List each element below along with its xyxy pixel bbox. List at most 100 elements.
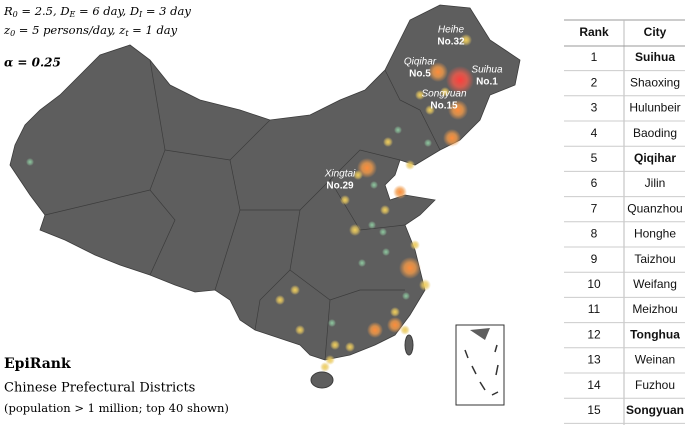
map-city-label: Suihua xyxy=(471,65,503,76)
map-rank-label: No.5 xyxy=(409,69,431,80)
table-header: Rank xyxy=(579,25,609,39)
taiwan xyxy=(404,334,414,356)
china-map xyxy=(9,4,521,361)
city-cell: Songyuan xyxy=(626,403,684,417)
rank-cell: 13 xyxy=(587,353,601,367)
city-cell: Fuzhou xyxy=(635,378,675,392)
map-rank-label: No.32 xyxy=(437,37,465,48)
hotspot xyxy=(345,342,355,352)
hotspot xyxy=(320,362,330,372)
rank-cell: 4 xyxy=(591,126,598,140)
hotspot xyxy=(325,355,335,365)
hotspot xyxy=(368,221,376,229)
hotspot xyxy=(383,137,393,147)
hotspot xyxy=(399,257,421,279)
parameter-symbol: D xyxy=(129,4,139,18)
hotspot xyxy=(340,195,350,205)
table-header: City xyxy=(644,25,667,39)
hotspot xyxy=(425,105,435,115)
hotspot xyxy=(415,90,425,100)
hotspot xyxy=(290,285,300,295)
hotspot xyxy=(402,292,410,300)
hotspot xyxy=(370,181,378,189)
hotspot xyxy=(349,224,361,236)
city-cell: Suihua xyxy=(635,50,675,64)
hotspot xyxy=(379,228,387,236)
city-cell: Qiqihar xyxy=(634,151,676,165)
hainan xyxy=(310,371,334,389)
hotspot xyxy=(330,340,340,350)
map-rank-label: No.12 xyxy=(458,157,486,168)
hotspot xyxy=(295,325,305,335)
parameter-line: R0 = 2.5, DE = 6 day, DI = 3 day xyxy=(3,4,191,19)
hotspot xyxy=(380,205,390,215)
parameter-line: z0 = 5 persons/day, zt = 1 day xyxy=(3,23,178,38)
parameter-value: = 6 day, xyxy=(75,4,129,18)
city-cell: Hulunbeir xyxy=(629,101,680,115)
hotspot xyxy=(26,158,34,166)
province-borders xyxy=(44,59,441,361)
rank-table: Rank City 1 Suihua 2 Shaoxing 3 Hulunbeir 4 Baodi… xyxy=(564,19,685,425)
hotspot xyxy=(382,248,390,256)
city-cell: Weinan xyxy=(635,353,675,367)
map-rank-label: No.1 xyxy=(476,77,498,88)
parameter-symbol: R xyxy=(3,4,13,18)
map-city-label: Heihe xyxy=(438,25,465,36)
rank-cell: 9 xyxy=(591,252,598,266)
hotspot xyxy=(424,139,432,147)
parameter-subscript: I xyxy=(138,10,143,19)
parameter-subscript: 0 xyxy=(13,10,18,19)
rank-cell: 7 xyxy=(591,201,598,215)
rank-cell: 3 xyxy=(591,101,598,115)
city-cell: Quanzhou xyxy=(627,201,682,215)
hotspot xyxy=(393,185,407,199)
city-cell: Baoding xyxy=(633,126,677,140)
rank-cell: 14 xyxy=(587,378,601,392)
hotspot xyxy=(410,240,420,250)
parameter-subscript: 0 xyxy=(10,29,15,38)
city-cell: Shaoxing xyxy=(630,75,680,89)
rank-cell: 6 xyxy=(591,176,598,190)
map-note: (population > 1 million; top 40 shown) xyxy=(4,401,229,415)
map-title: EpiRank xyxy=(4,356,71,372)
hotspot xyxy=(387,317,403,333)
parameter-value: = 5 persons/day, xyxy=(15,23,119,37)
hotspot xyxy=(405,160,415,170)
inset-box xyxy=(455,324,505,406)
rank-cell: 8 xyxy=(591,227,598,241)
rank-cell: 15 xyxy=(587,403,601,417)
rank-cell: 11 xyxy=(588,302,601,316)
rank-cell: 1 xyxy=(591,50,598,64)
hotspot xyxy=(400,325,410,335)
map-subtitle: Chinese Prefectural Districts xyxy=(4,381,195,396)
hotspot xyxy=(394,126,402,134)
parameter-subscript: t xyxy=(125,29,129,38)
parameter-symbol: z xyxy=(3,23,11,37)
rank-cell: 12 xyxy=(587,327,601,341)
map-city-label: Qiqihar xyxy=(404,57,437,68)
city-cell: Meizhou xyxy=(632,302,677,316)
parameter-value: = 3 day xyxy=(142,4,191,18)
hotspot xyxy=(358,259,366,267)
hotspot xyxy=(328,319,336,327)
alpha: α = 0.25 xyxy=(4,56,61,70)
inset-dashes xyxy=(464,344,499,396)
hotspot xyxy=(460,34,472,46)
map-city-label: Songyuan xyxy=(421,89,466,100)
city-cell: Tonghua xyxy=(630,327,680,341)
city-cell: Weifang xyxy=(633,277,677,291)
parameter-value: = 1 day xyxy=(129,23,178,37)
city-cell: Honghe xyxy=(634,227,676,241)
parameter-symbol: z xyxy=(118,23,126,37)
hotspot xyxy=(353,170,363,180)
hotspot xyxy=(428,62,448,82)
hotspot xyxy=(446,66,474,94)
hotspot xyxy=(440,87,450,97)
hotspot xyxy=(443,129,461,147)
map-rank-label: No.15 xyxy=(430,101,458,112)
hotspot xyxy=(448,100,468,120)
